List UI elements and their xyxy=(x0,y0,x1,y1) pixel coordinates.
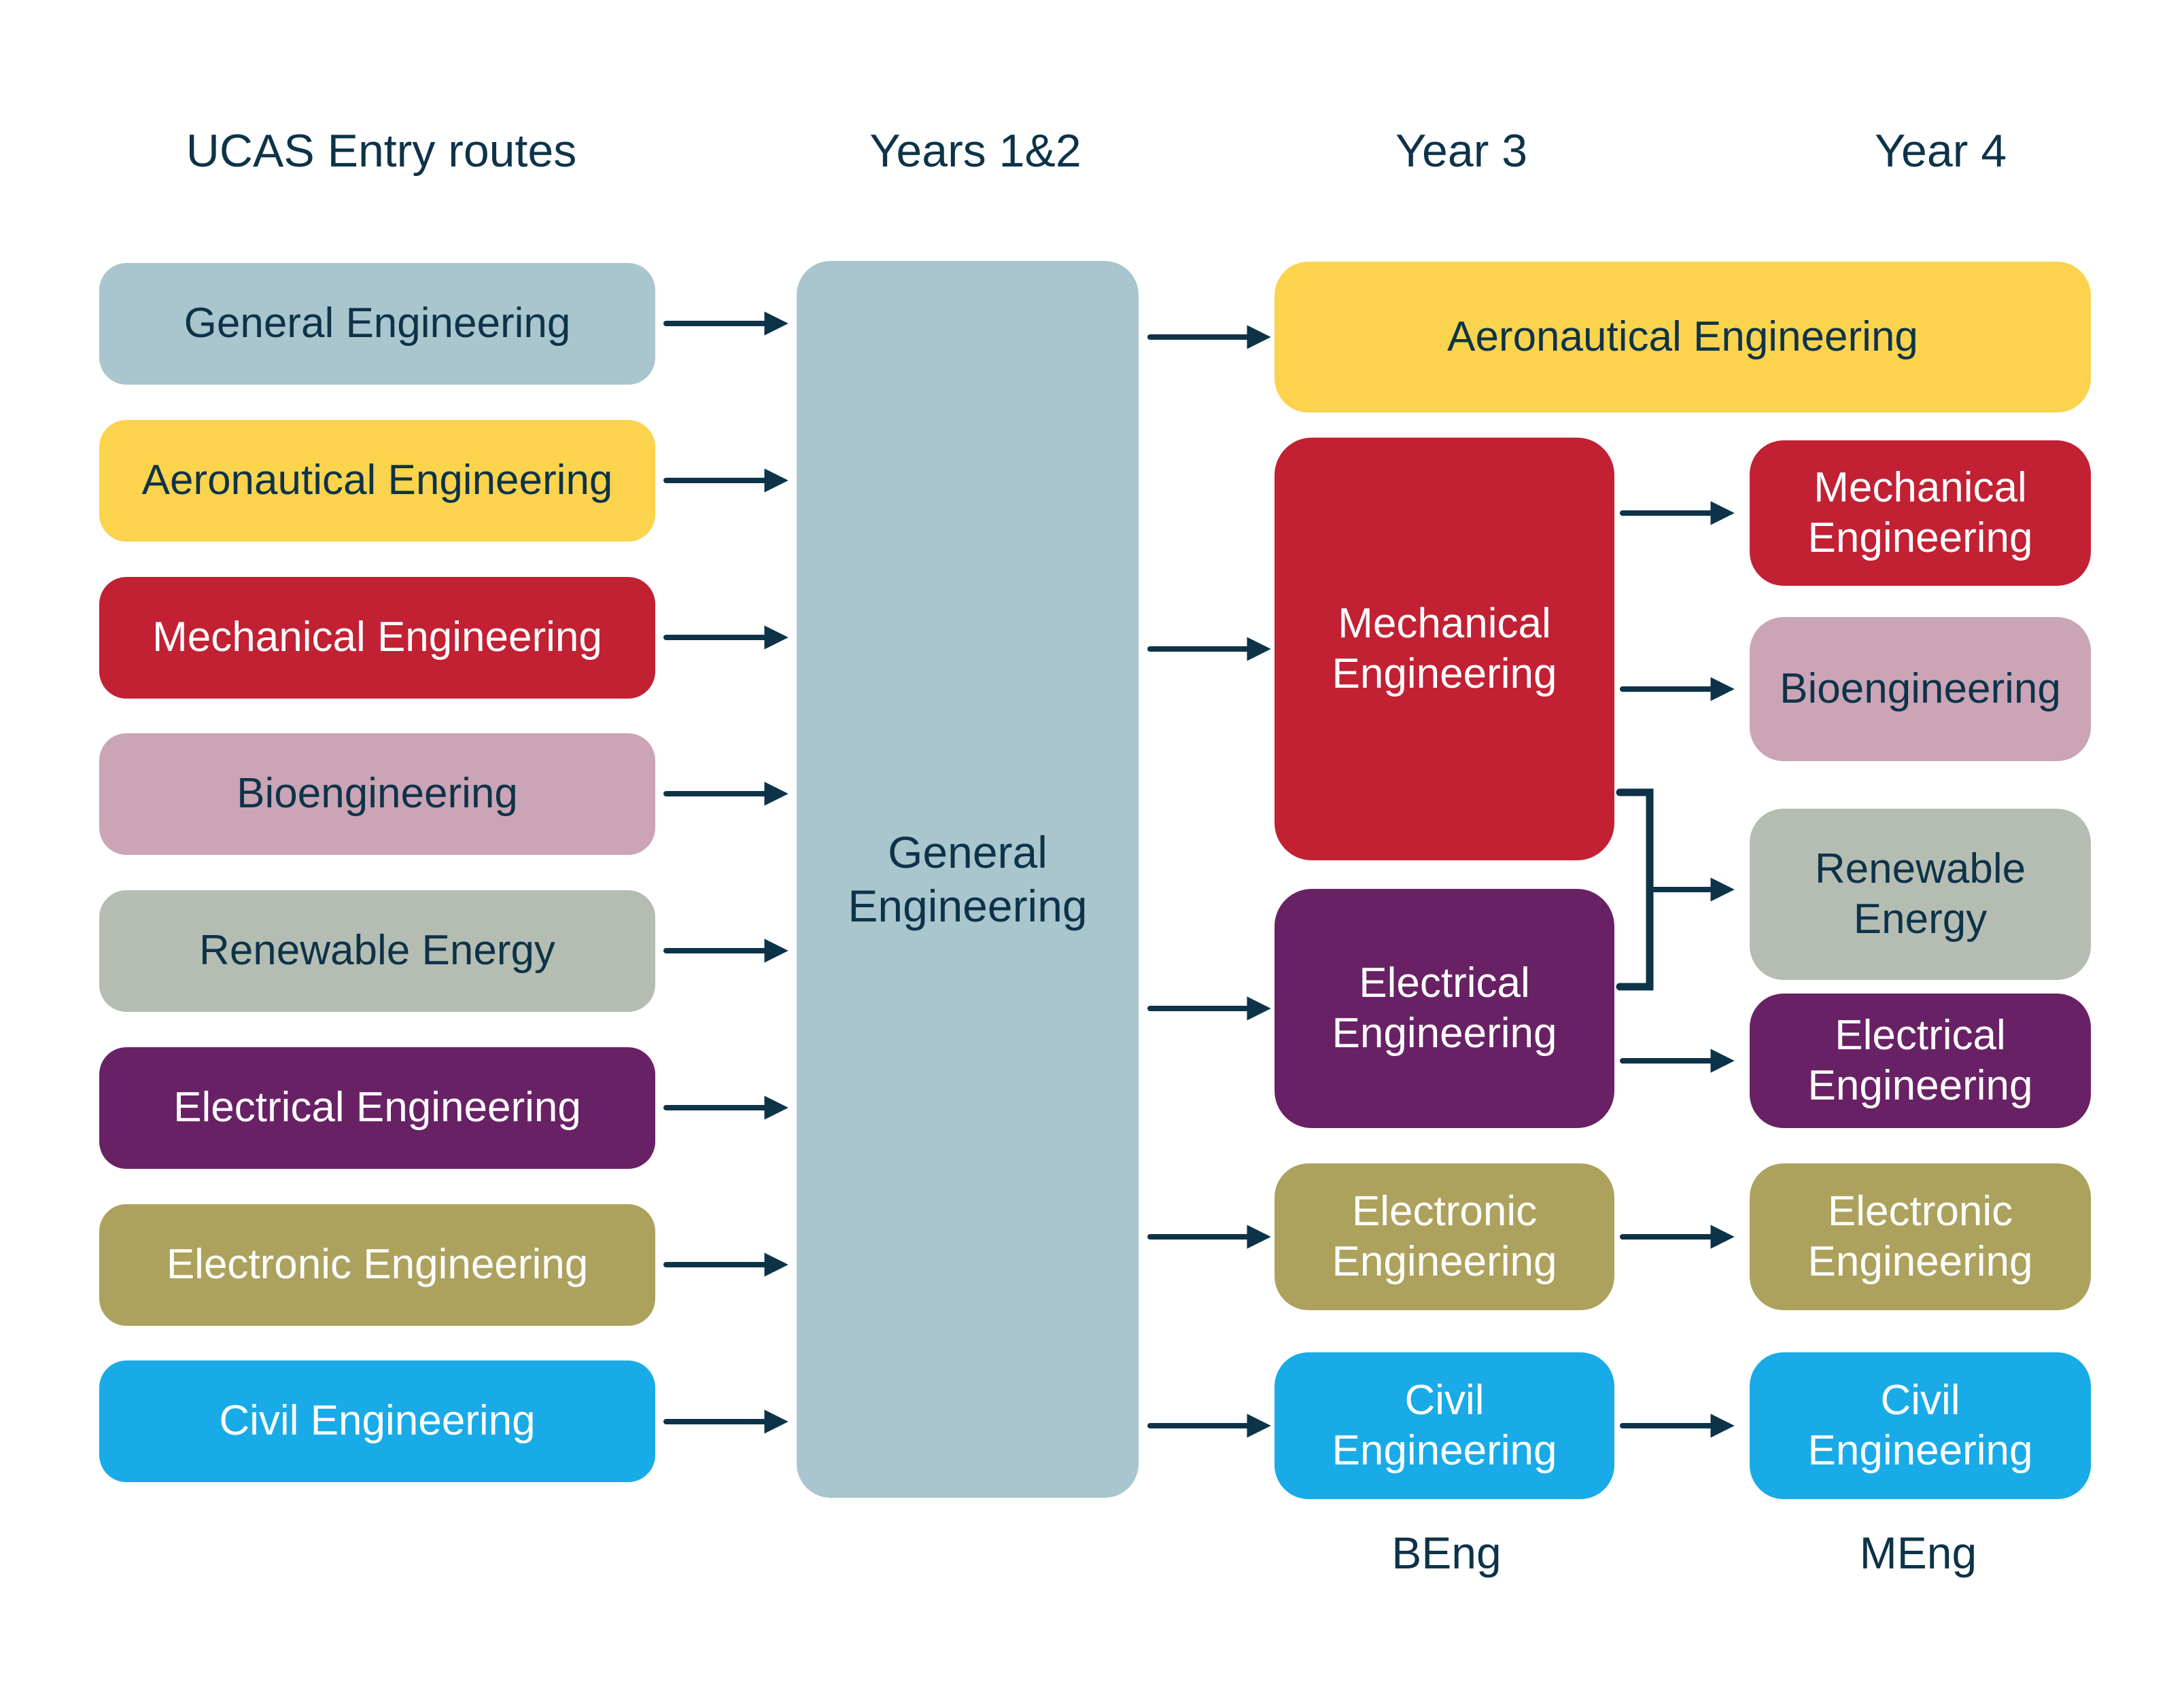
node-label-line: Engineering xyxy=(1807,514,2033,561)
node-label-line: Aeronautical Engineering xyxy=(141,457,613,504)
node-label-line: Engineering xyxy=(1332,650,1557,697)
column-header-ucas-entry-routes: UCAS Entry routes xyxy=(186,125,577,177)
column-header-year-3: Year 3 xyxy=(1395,125,1528,177)
node-entry-renewable-energy: Renewable Energy xyxy=(99,890,655,1012)
node-label-line: Mechanical xyxy=(1814,463,2027,511)
column-header-years-1-2: Years 1&2 xyxy=(869,125,1081,177)
node-entry-general-engineering: General Engineering xyxy=(99,263,655,385)
node-label-line: Electrical xyxy=(1359,959,1530,1006)
node-year3-4-aeronautical-engineering: Aeronautical Engineering xyxy=(1275,262,2091,412)
node-label-line: Mechanical Engineering xyxy=(152,614,602,661)
node-entry-bioengineering: Bioengineering xyxy=(99,733,655,855)
node-entry-mechanical-engineering: Mechanical Engineering xyxy=(99,577,655,699)
node-year4-civil-engineering: Civil Engineering xyxy=(1750,1352,2091,1499)
node-entry-electrical-engineering: Electrical Engineering xyxy=(99,1047,655,1169)
node-label-line: Renewable Energy xyxy=(199,927,555,974)
node-year3-civil-engineering: Civil Engineering xyxy=(1275,1352,1614,1499)
node-label-line: Bioengineering xyxy=(237,770,518,818)
column-header-year-4: Year 4 xyxy=(1874,125,2007,177)
node-year3-electronic-engineering: Electronic Engineering xyxy=(1275,1163,1614,1310)
node-entry-aeronautical-engineering: Aeronautical Engineering xyxy=(99,420,655,542)
node-label-line: Electronic xyxy=(1351,1187,1538,1235)
node-entry-electronic-engineering: Electronic Engineering xyxy=(99,1204,655,1326)
node-label-line: Engineering xyxy=(1332,1238,1557,1285)
node-label-line: Engineering xyxy=(1807,1427,2033,1474)
node-label-line: Civil xyxy=(1404,1376,1485,1424)
node-label-line: Civil Engineering xyxy=(219,1397,536,1445)
node-label-line: General Engineering xyxy=(184,300,571,347)
node-year4-bioengineering: Bioengineering xyxy=(1750,617,2091,761)
node-label-line: Engineering xyxy=(1332,1427,1557,1474)
node-label-line: Mechanical xyxy=(1338,599,1551,647)
node-label-line: Engineering xyxy=(1807,1238,2033,1285)
node-label-line: Aeronautical Engineering xyxy=(1447,313,1918,360)
node-label-line: General xyxy=(888,826,1047,877)
node-label-line: Engineering xyxy=(1332,1010,1557,1057)
beng-label: BEng xyxy=(1391,1528,1502,1578)
node-year4-electrical-engineering: Electrical Engineering xyxy=(1750,994,2091,1128)
node-label-line: Engineering xyxy=(1807,1062,2033,1109)
node-label-line: Electrical Engineering xyxy=(173,1084,581,1131)
node-label-line: Engineering xyxy=(848,881,1088,931)
mech-elec-merge-bracket xyxy=(1616,788,1654,991)
node-years12-general-engineering: General Engineering xyxy=(797,261,1139,1498)
node-entry-civil-engineering: Civil Engineering xyxy=(99,1360,655,1482)
node-year4-electronic-engineering: Electronic Engineering xyxy=(1750,1163,2091,1310)
node-label-line: Bioengineering xyxy=(1780,665,2061,712)
node-label-line: Civil xyxy=(1880,1376,1960,1424)
node-label-line: Electronic Engineering xyxy=(166,1241,589,1288)
node-year4-renewable-energy: Renewable Energy xyxy=(1750,809,2091,980)
node-label-line: Renewable xyxy=(1814,845,2026,892)
node-label-line: Electronic xyxy=(1827,1187,2013,1235)
node-year3-electrical-engineering: Electrical Engineering xyxy=(1275,889,1614,1128)
node-label-line: Electrical xyxy=(1835,1011,2006,1059)
meng-label: MEng xyxy=(1859,1528,1977,1578)
node-label-line: Energy xyxy=(1853,896,1988,943)
node-year4-mechanical-engineering: Mechanical Engineering xyxy=(1750,440,2091,586)
node-year3-mechanical-engineering: Mechanical Engineering xyxy=(1275,438,1614,860)
